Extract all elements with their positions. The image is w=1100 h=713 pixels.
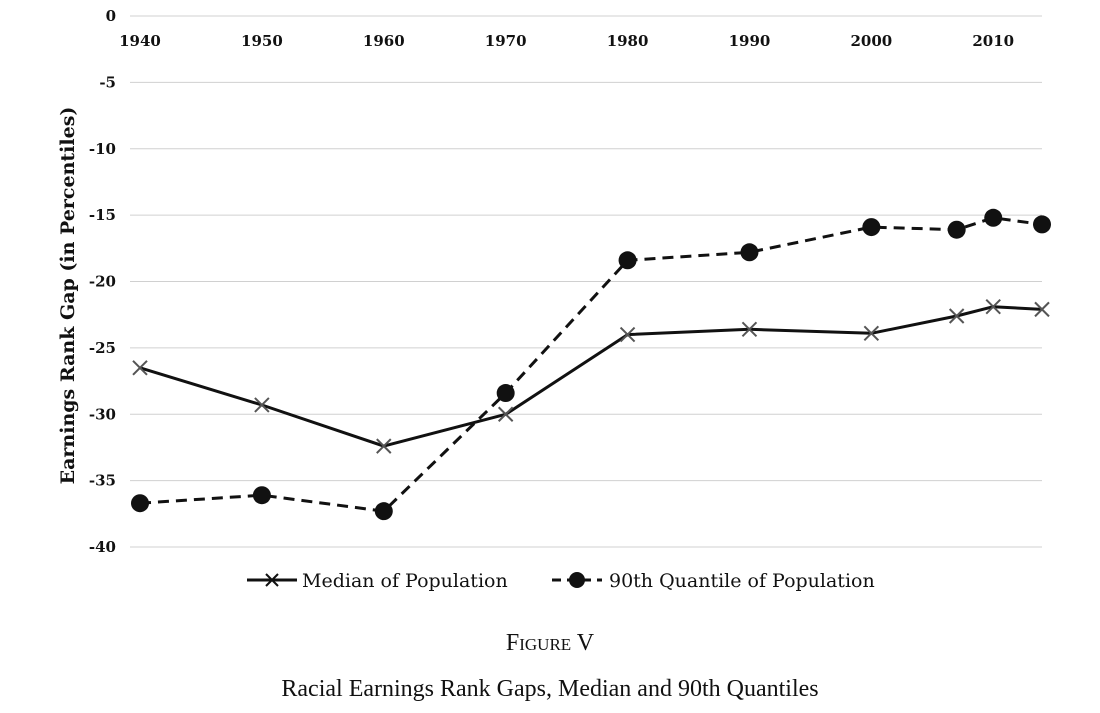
figure-caption: Racial Earnings Rank Gaps, Median and 90… xyxy=(281,676,819,702)
y-tick-label: -35 xyxy=(89,472,116,490)
data-point xyxy=(1033,215,1051,234)
data-point xyxy=(252,486,271,505)
data-point xyxy=(741,321,758,337)
data-point xyxy=(740,243,759,262)
x-tick-label: 2010 xyxy=(972,32,1014,50)
x-tick-label: 1940 xyxy=(119,32,161,50)
figure-label-number: V xyxy=(576,630,595,656)
legend-marker-1 xyxy=(265,573,279,587)
y-tick-label: -5 xyxy=(99,73,116,91)
x-tick-label: 1960 xyxy=(363,32,405,50)
y-tick-label: -25 xyxy=(89,339,116,357)
legend-marker-2 xyxy=(569,572,585,588)
data-point xyxy=(985,299,1001,315)
figure-label-word: Figure xyxy=(505,630,572,656)
y-tick-label: -10 xyxy=(89,140,116,158)
data-point xyxy=(619,326,636,343)
legend-label-2: 90th Quantile of Population xyxy=(609,570,875,592)
data-point xyxy=(948,308,965,324)
data-point xyxy=(618,251,637,270)
figure-label: Figure V xyxy=(0,630,1100,657)
data-point xyxy=(862,218,881,237)
data-point xyxy=(376,438,392,454)
x-tick-label: 2000 xyxy=(850,32,892,50)
data-point xyxy=(1034,301,1050,318)
legend-label-1: Median of Population xyxy=(302,570,508,592)
x-tick-label: 1990 xyxy=(729,32,771,50)
data-point xyxy=(374,502,393,521)
x-tick-label: 1980 xyxy=(607,32,649,50)
y-tick-label: -30 xyxy=(89,405,116,423)
data-point xyxy=(947,220,966,239)
series-line-2 xyxy=(139,216,1043,513)
y-tick-label: -20 xyxy=(89,273,116,291)
data-point xyxy=(254,397,270,413)
series-line-1 xyxy=(139,305,1043,448)
x-tick-label: 1950 xyxy=(241,32,283,50)
data-point xyxy=(497,406,514,422)
data-point xyxy=(496,384,515,403)
data-point xyxy=(131,494,149,513)
y-tick-label: 0 xyxy=(106,7,116,25)
data-point xyxy=(863,325,880,341)
y-tick-label: -40 xyxy=(89,538,116,556)
y-axis-title: Earnings Rank Gap (in Percentiles) xyxy=(57,107,79,485)
chart-area: 0 -5 -10 -15 -20 -25 -30 -35 -40 1940 1950 1960 1970… xyxy=(57,7,1051,592)
data-point xyxy=(132,360,148,376)
line-chart: 0 -5 -10 -15 -20 -25 -30 -35 -40 1940 1950 1960 1970… xyxy=(57,7,1051,592)
data-point xyxy=(984,208,1003,227)
y-tick-label: -15 xyxy=(89,206,116,224)
x-tick-label: 1970 xyxy=(485,32,527,50)
